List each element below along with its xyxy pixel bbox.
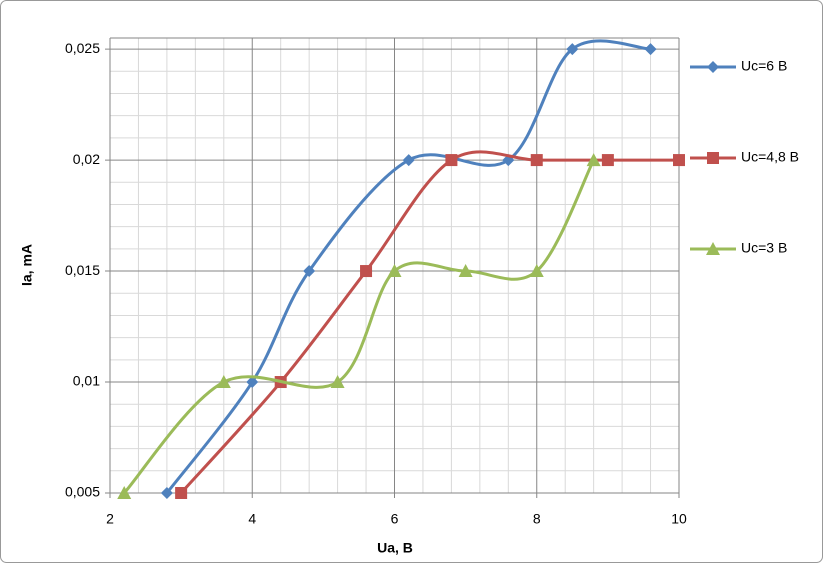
y-tick-label: 0,005: [65, 484, 100, 500]
marker: [175, 487, 188, 499]
legend-label: Uc=3 B: [741, 240, 787, 256]
x-tick-label: 8: [533, 511, 541, 527]
marker: [160, 487, 173, 499]
legend-marker: [706, 242, 720, 255]
y-tick-label: 0,01: [73, 373, 100, 389]
marker: [644, 43, 657, 56]
x-tick-label: 2: [106, 511, 114, 527]
y-axis-label: Ia, mA: [19, 244, 35, 286]
legend-marker: [707, 152, 719, 164]
y-tick-label: 0,015: [65, 262, 100, 278]
marker: [529, 264, 544, 278]
y-tick-label: 0,02: [73, 151, 100, 167]
marker: [586, 153, 601, 167]
marker: [246, 376, 259, 389]
x-tick-label: 10: [671, 511, 687, 527]
legend-label: Uc=6 B: [741, 58, 787, 74]
marker: [530, 154, 543, 167]
legend-label: Uc=4,8 B: [741, 149, 799, 165]
marker: [673, 154, 685, 167]
marker: [566, 43, 579, 56]
marker: [117, 486, 132, 499]
marker: [402, 154, 415, 167]
series-line: [180, 150, 679, 495]
marker: [360, 265, 373, 278]
marker: [216, 375, 231, 389]
y-tick-label: 0,025: [65, 40, 100, 56]
legend-marker: [707, 61, 719, 73]
x-tick-label: 6: [391, 511, 399, 527]
marker: [387, 264, 402, 278]
marker: [445, 154, 458, 167]
marker: [303, 265, 316, 278]
marker: [601, 154, 614, 167]
marker: [458, 264, 473, 278]
x-tick-label: 4: [248, 511, 256, 527]
x-axis-label: Ua, B: [377, 540, 413, 556]
marker: [330, 375, 345, 389]
